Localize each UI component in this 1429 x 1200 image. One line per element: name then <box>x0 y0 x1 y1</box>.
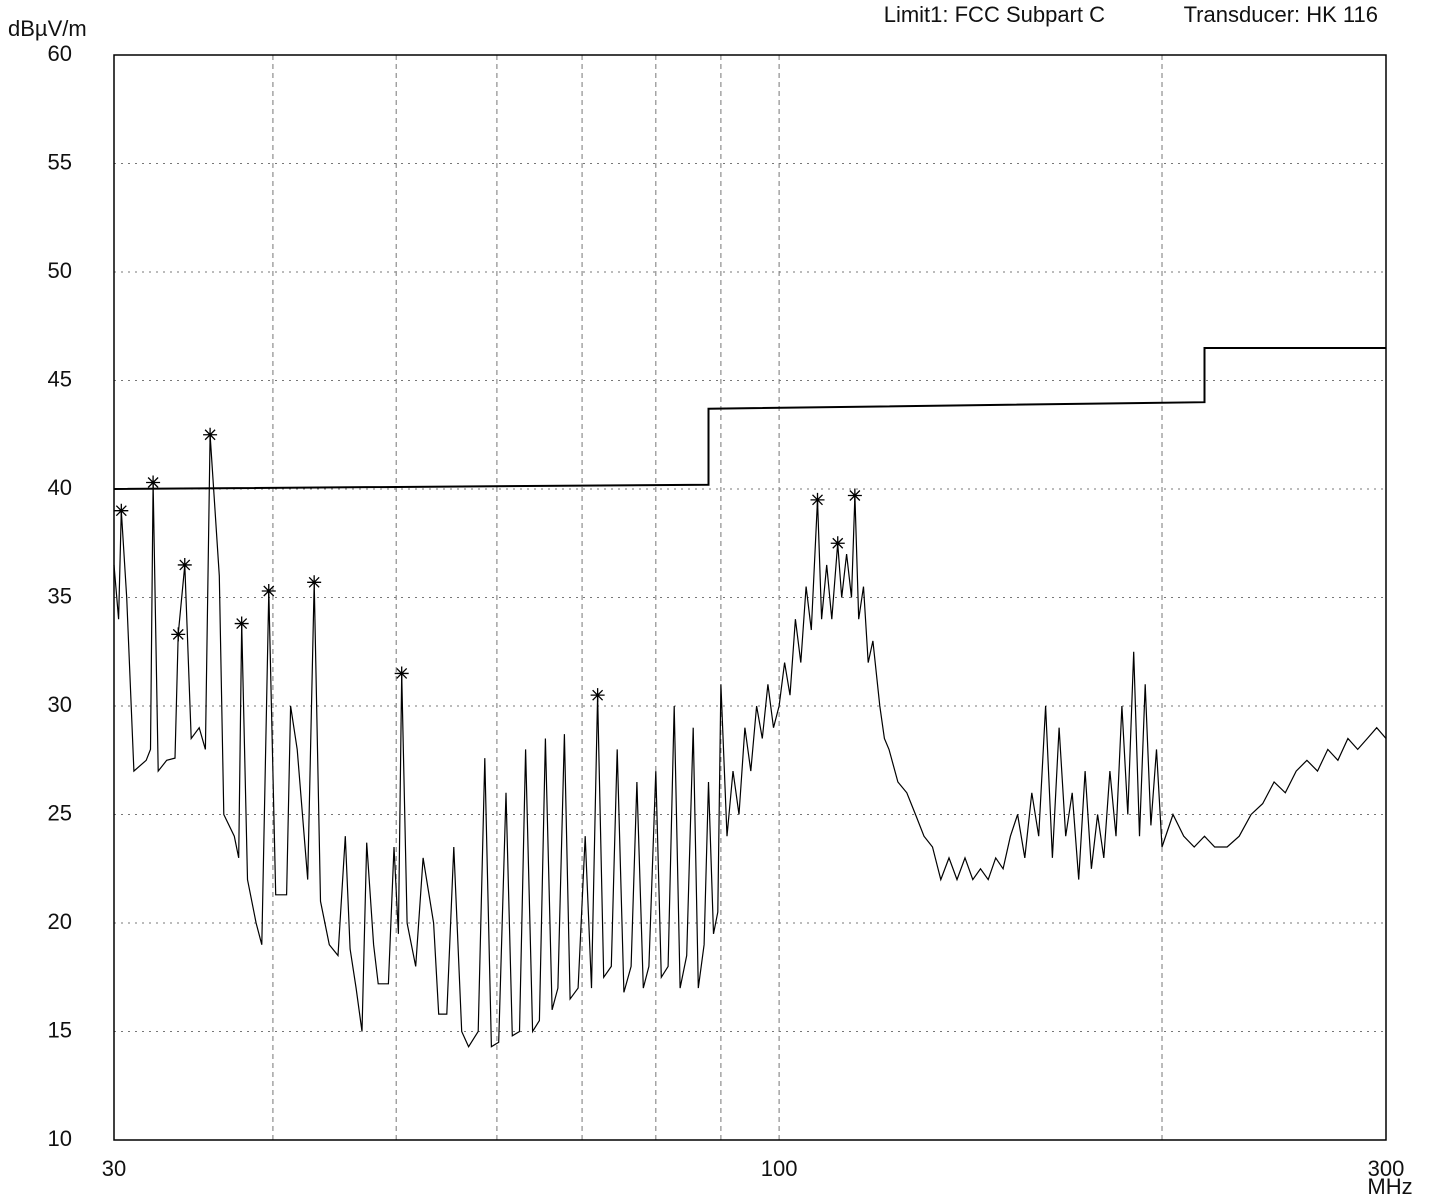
peak-marker <box>590 688 605 703</box>
y-tick-label: 20 <box>48 909 72 934</box>
y-tick-label: 55 <box>48 149 72 174</box>
peak-marker <box>847 488 862 503</box>
y-tick-label: 60 <box>48 41 72 66</box>
peak-marker <box>830 536 845 551</box>
x-tick-label: 100 <box>761 1156 798 1181</box>
y-tick-label: 25 <box>48 800 72 825</box>
y-tick-label: 40 <box>48 475 72 500</box>
limit-annotation: Limit1: FCC Subpart C <box>884 2 1105 27</box>
trace <box>113 434 1387 1048</box>
x-tick-label: 300 <box>1368 1156 1405 1181</box>
x-tick-label: 30 <box>102 1156 126 1181</box>
y-tick-label: 45 <box>48 366 72 391</box>
peak-marker <box>261 583 276 598</box>
limit-line <box>113 347 1386 490</box>
peak-marker <box>234 616 249 631</box>
peak-marker <box>171 627 186 642</box>
peak-marker <box>114 503 129 518</box>
peak-marker <box>146 475 161 490</box>
peak-marker <box>394 666 409 681</box>
transducer-annotation: Transducer: HK 116 <box>1184 2 1378 27</box>
y-tick-label: 15 <box>48 1017 72 1042</box>
x-unit: MHz <box>1367 1174 1412 1199</box>
peak-marker <box>203 427 218 442</box>
peak-marker <box>810 492 825 507</box>
peak-marker <box>177 557 192 572</box>
plot-frame <box>113 54 1387 1141</box>
y-tick-label: 35 <box>48 583 72 608</box>
y-axis-label: dBµV/m <box>8 16 87 41</box>
y-tick-label: 30 <box>48 692 72 717</box>
y-tick-label: 10 <box>48 1126 72 1151</box>
peak-marker <box>307 575 322 590</box>
y-tick-label: 50 <box>48 258 72 283</box>
